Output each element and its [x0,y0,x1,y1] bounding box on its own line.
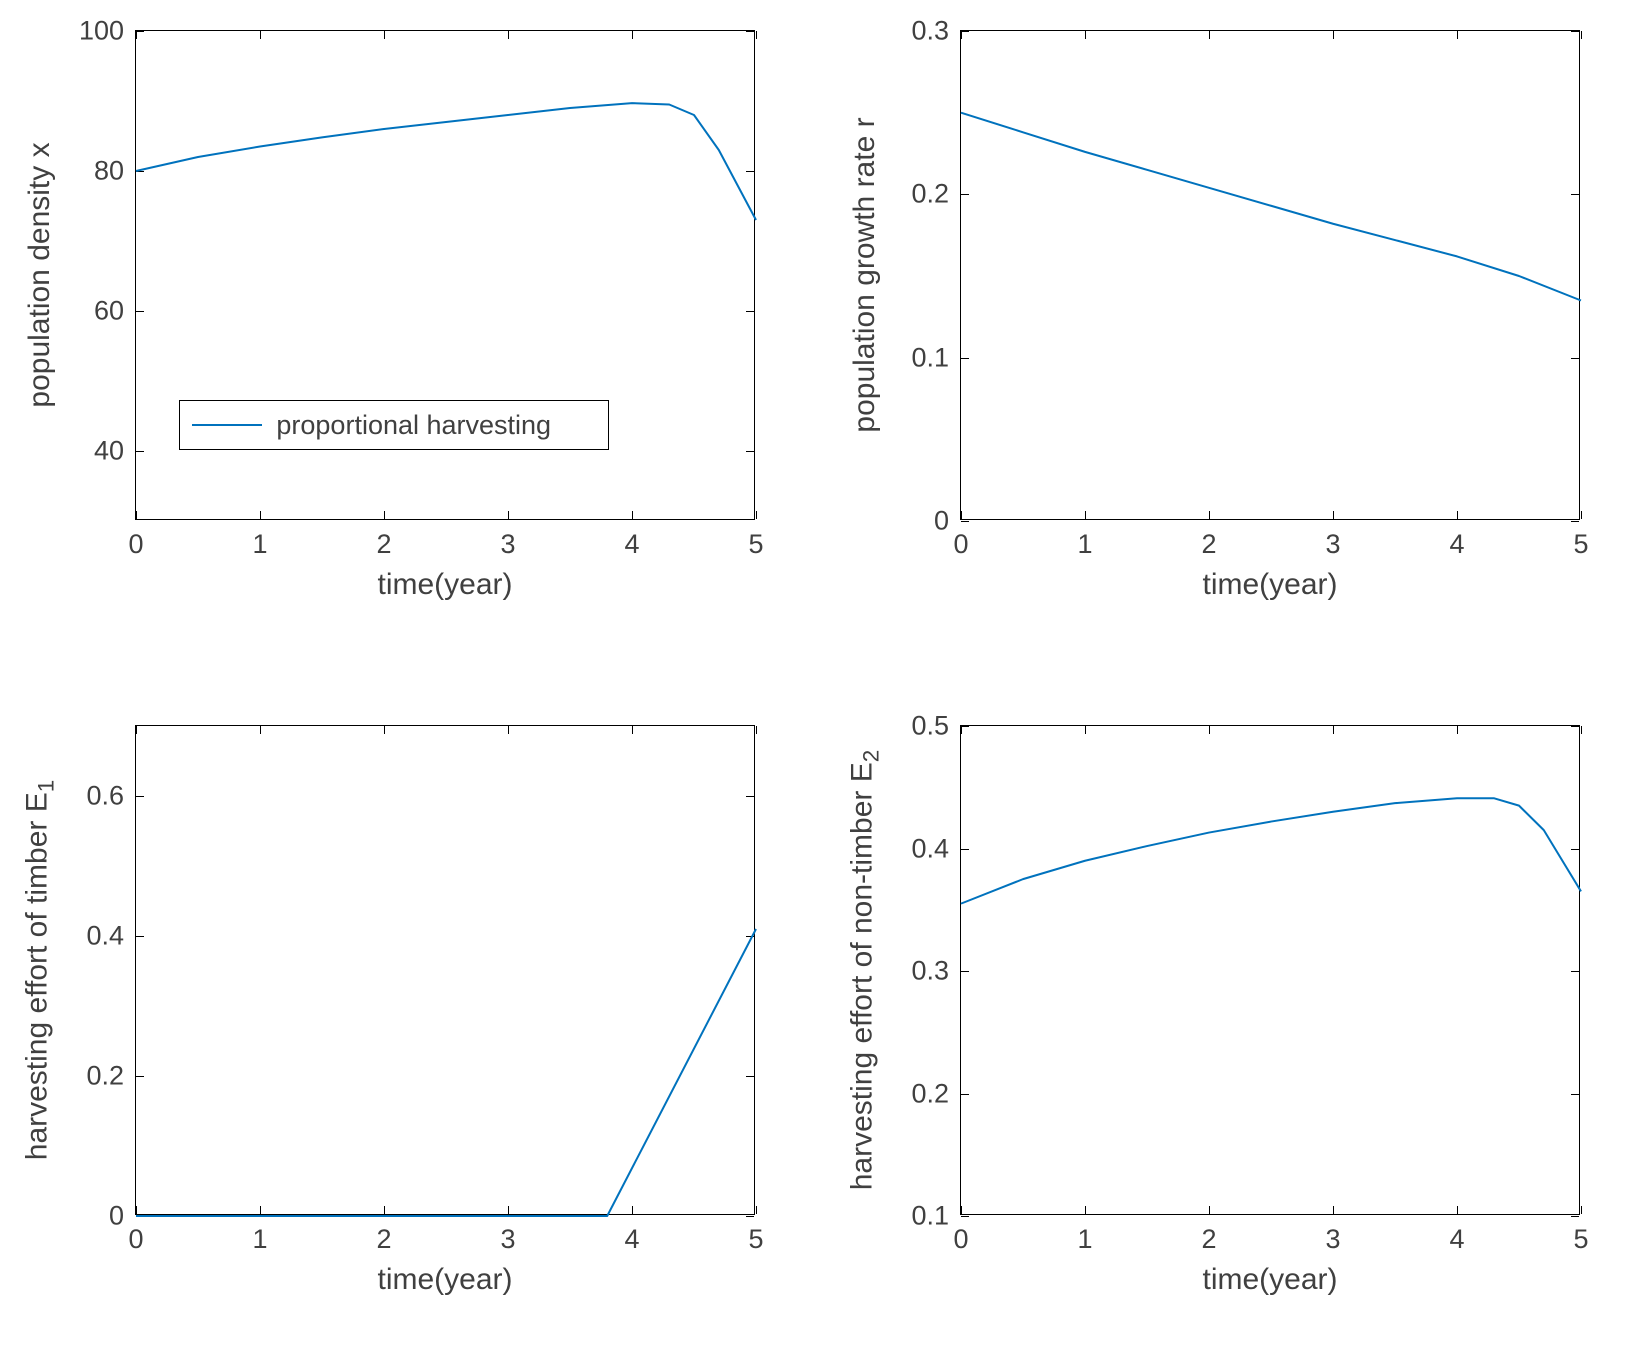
ytick-label: 0.1 [911,342,949,373]
xlabel-bottomleft: time(year) [377,1263,512,1297]
xtick-label: 0 [953,1224,968,1255]
series-line [136,103,756,220]
ytick-label: 0 [934,506,949,537]
xtick-label: 3 [500,529,515,560]
xtick-label: 4 [1449,529,1464,560]
ylabel-bottomleft: harvesting effort of timber E1 [21,780,60,1160]
xtick-label: 3 [1325,1224,1340,1255]
xtick-label: 0 [128,1224,143,1255]
ytick-label: 0.4 [86,921,124,952]
xtick-label: 1 [1077,1224,1092,1255]
xtick-label: 2 [376,1224,391,1255]
ytick-label: 0.3 [911,16,949,47]
xlabel-topright: time(year) [1202,568,1337,602]
xtick-label: 2 [376,529,391,560]
xtick-label: 2 [1201,1224,1216,1255]
xtick-label: 4 [624,529,639,560]
ylabel-topleft: population density x [23,142,57,407]
ytick-label: 0.3 [911,956,949,987]
xtick-label: 1 [1077,529,1092,560]
ytick-label: 0.1 [911,1201,949,1232]
chart-svg-topright [961,31,1581,521]
xlabel-bottomright: time(year) [1202,1263,1337,1297]
series-line [136,929,756,1216]
legend-topleft: proportional harvesting [179,400,609,450]
ytick-label: 0.2 [86,1061,124,1092]
ytick-label: 100 [79,16,124,47]
ytick-label: 0.2 [911,179,949,210]
xtick-label: 5 [1573,529,1588,560]
legend-label: proportional harvesting [276,410,551,441]
xtick-label: 0 [953,529,968,560]
ytick-mark [961,1216,969,1217]
ytick-label: 80 [94,156,124,187]
ylabel-bottomright: harvesting effort of non-timber E2 [846,750,885,1191]
xtick-label: 4 [1449,1224,1464,1255]
series-line [961,113,1581,301]
ytick-mark [961,521,969,522]
xlabel-topleft: time(year) [377,568,512,602]
xtick-label: 3 [1325,529,1340,560]
ytick-label: 0.6 [86,781,124,812]
xtick-label: 1 [252,1224,267,1255]
ytick-label: 0.5 [911,711,949,742]
xtick-mark [1581,511,1582,519]
ylabel-topright: population growth rate r [848,117,882,432]
ytick-label: 0 [109,1201,124,1232]
plot-area-topleft: 012345406080100proportional harvesting [135,30,755,520]
xtick-label: 2 [1201,529,1216,560]
xtick-mark [756,511,757,519]
ytick-label: 40 [94,436,124,467]
plot-area-bottomleft: 01234500.20.40.6 [135,725,755,1215]
ytick-label: 0.4 [911,833,949,864]
xtick-mark [756,1206,757,1214]
legend-swatch [192,424,262,426]
ytick-label: 0.2 [911,1078,949,1109]
xtick-label: 5 [748,529,763,560]
xtick-label: 0 [128,529,143,560]
ytick-label: 60 [94,296,124,327]
xtick-label: 3 [500,1224,515,1255]
chart-svg-bottomleft [136,726,756,1216]
figure-container: 012345406080100proportional harvestingti… [0,0,1643,1348]
xtick-label: 5 [748,1224,763,1255]
xtick-label: 5 [1573,1224,1588,1255]
xtick-label: 4 [624,1224,639,1255]
chart-svg-bottomright [961,726,1581,1216]
xtick-label: 1 [252,529,267,560]
plot-area-topright: 01234500.10.20.3 [960,30,1580,520]
plot-area-bottomright: 0123450.10.20.30.40.5 [960,725,1580,1215]
xtick-mark [1581,1206,1582,1214]
series-line [961,798,1581,903]
